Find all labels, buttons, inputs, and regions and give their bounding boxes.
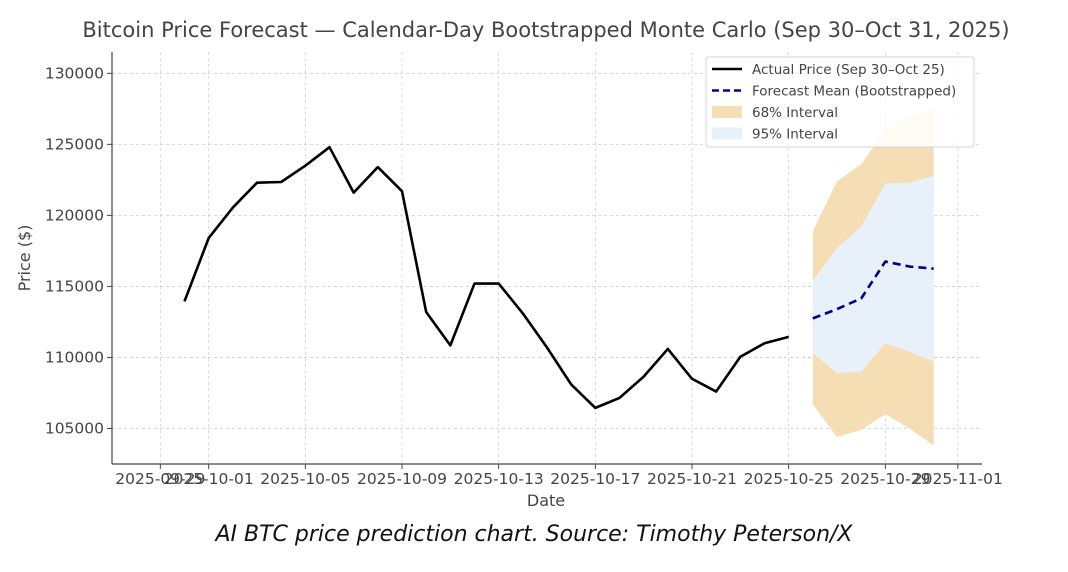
legend-label: 95% Interval: [752, 127, 838, 143]
chart-title: Bitcoin Price Forecast — Calendar-Day Bo…: [82, 18, 1010, 42]
actual-price-line: [183, 145, 789, 410]
x-axis-label: Date: [527, 491, 565, 510]
x-tick-label: 2025-10-21: [647, 470, 737, 488]
x-tick-label: 2025-10-09: [357, 470, 447, 488]
band-95-interval: [812, 175, 934, 374]
interval-bands: [812, 108, 934, 446]
y-tick-label: 125000: [45, 135, 104, 153]
x-tick-label: 2025-10-25: [744, 470, 834, 488]
legend-box: [705, 56, 975, 148]
x-tick-label: 2025-10-13: [454, 470, 544, 488]
y-tick-label: 130000: [45, 64, 104, 82]
y-tick-label: 120000: [45, 206, 104, 224]
y-tick-label: 110000: [45, 348, 104, 366]
x-tick-label: 2025-09-29: [115, 470, 205, 488]
y-axis-label: Price ($): [15, 225, 34, 292]
image-caption: AI BTC price prediction chart. Source: T…: [215, 522, 853, 547]
legend-label: 68% Interval: [752, 105, 838, 121]
x-tick-label: 2025-10-29: [840, 470, 930, 488]
legend-label: Forecast Mean (Bootstrapped): [752, 84, 956, 100]
legend-label: Actual Price (Sep 30–Oct 25): [752, 62, 945, 78]
legend: Actual Price (Sep 30–Oct 25) Forecast Mea…: [705, 56, 975, 148]
legend-swatch: [712, 127, 742, 140]
series-lines: [183, 145, 934, 410]
x-tick-label: 2025-10-17: [550, 470, 640, 488]
y-tick-label: 115000: [45, 277, 104, 295]
x-tick-label: 2025-10-05: [260, 470, 350, 488]
y-tick-label: 105000: [45, 419, 104, 437]
x-tick-label: 2025-10-01: [164, 470, 254, 488]
axes: [107, 52, 982, 469]
legend-swatch: [712, 106, 742, 118]
x-tick-label: 2025-11-01: [913, 470, 1003, 488]
